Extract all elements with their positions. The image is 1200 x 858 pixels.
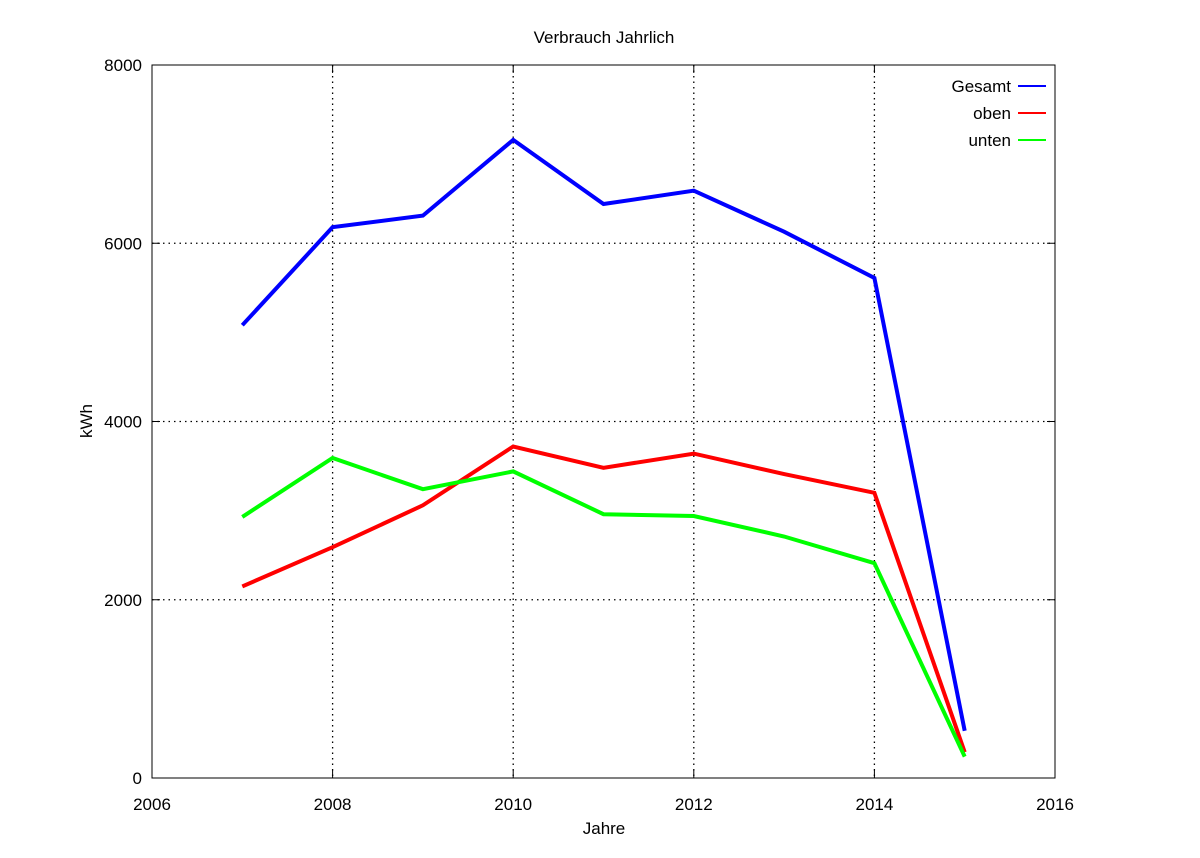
series-line-oben — [241, 444, 967, 753]
y-tick-label: 0 — [133, 769, 142, 788]
y-tick-label: 4000 — [104, 413, 142, 432]
y-tick-label: 6000 — [104, 234, 142, 253]
plot-frame — [151, 64, 1056, 779]
legend: Gesamt oben unten — [951, 77, 1046, 150]
legend-label-unten: unten — [968, 131, 1011, 150]
y-tick-label: 2000 — [104, 591, 142, 610]
x-tick-label: 2016 — [1036, 795, 1074, 814]
series-line-gesamt — [240, 137, 967, 732]
x-tick-label: 2012 — [675, 795, 713, 814]
y-axis-label: kWh — [77, 404, 96, 438]
series-lines — [240, 137, 967, 758]
x-axis-label: Jahre — [583, 819, 626, 838]
x-tick-label: 2008 — [314, 795, 352, 814]
grid-lines — [152, 65, 1055, 778]
x-tick-label: 2006 — [133, 795, 171, 814]
x-tick-label: 2014 — [855, 795, 893, 814]
y-tick-label: 8000 — [104, 56, 142, 75]
legend-label-oben: oben — [973, 104, 1011, 123]
legend-label-gesamt: Gesamt — [951, 77, 1011, 96]
x-tick-label: 2010 — [494, 795, 532, 814]
chart-title: Verbrauch Jahrlich — [534, 28, 675, 47]
series-line-unten — [241, 455, 967, 758]
tick-labels: 2006 2008 2010 2012 2014 2016 0 2000 4000 6000 800… — [104, 56, 1074, 814]
